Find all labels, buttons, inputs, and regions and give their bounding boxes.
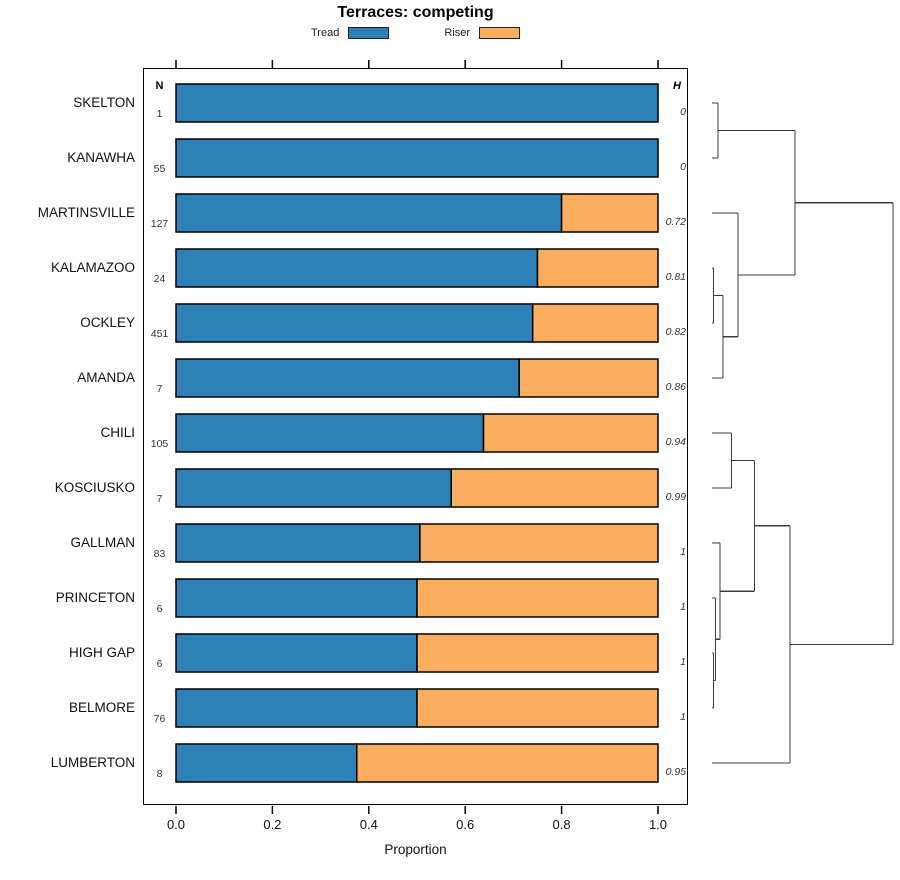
h-value: 0.95 <box>665 766 686 778</box>
bar-segment-tread <box>175 303 534 343</box>
bar-segment-tread <box>175 743 358 783</box>
row-label-belmore: BELMORE <box>68 700 135 715</box>
bar-segment-riser <box>560 193 659 233</box>
bar-segment-riser <box>416 688 659 728</box>
bar-segment-riser <box>416 633 659 673</box>
h-value: 1 <box>680 656 686 668</box>
h-column-header: H <box>673 80 681 92</box>
n-value: 83 <box>153 548 166 560</box>
bar-segment-riser <box>450 468 659 508</box>
row-label-kosciusko: KOSCIUSKO <box>54 480 135 495</box>
n-value: 6 <box>156 603 163 615</box>
bar-segment-tread <box>175 633 418 673</box>
bar-segment-tread <box>175 138 659 178</box>
h-value: 1 <box>680 601 686 613</box>
row-label-lumberton: LUMBERTON <box>50 755 135 770</box>
h-value: 0.99 <box>665 491 686 503</box>
n-value: 76 <box>153 713 166 725</box>
bar-segment-riser <box>416 578 659 618</box>
n-value: 7 <box>156 493 163 505</box>
h-value: 1 <box>680 711 686 723</box>
row-label-kalamazoo: KALAMAZOO <box>50 260 135 275</box>
row-label-princeton: PRINCETON <box>55 590 135 605</box>
bar-segment-riser <box>482 413 659 453</box>
n-value: 451 <box>150 328 169 340</box>
n-value: 105 <box>150 438 169 450</box>
chart-title: Terraces: competing <box>337 4 494 21</box>
row-label-martinsville: MARTINSVILLE <box>37 205 135 220</box>
legend-label: Tread <box>311 27 340 39</box>
h-value: 1 <box>680 546 686 558</box>
x-tick-label: 0.2 <box>263 817 282 832</box>
h-value: 0.86 <box>665 381 686 393</box>
h-value: 0.72 <box>665 216 686 228</box>
bar-segment-riser <box>356 743 659 783</box>
h-value: 0 <box>680 161 686 173</box>
h-value: 0 <box>680 106 686 118</box>
h-value: 0.82 <box>665 326 686 338</box>
bar-segment-riser <box>536 248 659 288</box>
x-tick-label: 0.4 <box>359 817 378 832</box>
n-value: 127 <box>150 218 169 230</box>
row-label-high-gap: HIGH GAP <box>68 645 135 660</box>
bar-segment-riser <box>518 358 659 398</box>
bar-segment-tread <box>175 83 659 123</box>
n-column-header: N <box>155 80 164 92</box>
bar-segment-tread <box>175 193 563 233</box>
h-value: 0.81 <box>665 271 686 283</box>
x-tick-label: 0.8 <box>552 817 571 832</box>
legend-swatch-tread <box>348 27 390 39</box>
bar-segment-tread <box>175 413 485 453</box>
bar-segment-riser <box>531 303 659 343</box>
bar-segment-tread <box>175 248 539 288</box>
n-value: 1 <box>156 108 163 120</box>
row-label-amanda: AMANDA <box>77 370 135 385</box>
n-value: 24 <box>153 273 166 285</box>
row-label-gallman: GALLMAN <box>70 535 135 550</box>
row-label-skelton: SKELTON <box>73 95 135 110</box>
row-label-kanawha: KANAWHA <box>67 150 135 165</box>
bar-segment-tread <box>175 358 520 398</box>
h-value: 0.94 <box>665 436 686 448</box>
x-tick-label: 1.0 <box>648 817 668 832</box>
legend-label: Riser <box>444 27 470 39</box>
legend: Tread Riser <box>143 25 688 41</box>
x-axis-title: Proportion <box>384 842 447 857</box>
legend-item-tread: Tread <box>311 27 390 39</box>
x-tick-label: 0.6 <box>456 817 475 832</box>
bar-segment-tread <box>175 688 418 728</box>
bar-segment-tread <box>175 468 452 508</box>
legend-swatch-riser <box>479 27 520 39</box>
legend-item-riser: Riser <box>444 27 520 39</box>
n-value: 55 <box>153 163 166 175</box>
n-value: 6 <box>156 658 163 670</box>
bar-segment-tread <box>175 523 421 563</box>
row-label-chili: CHILI <box>100 425 135 440</box>
n-value: 8 <box>156 768 163 780</box>
row-label-ockley: OCKLEY <box>80 315 135 330</box>
x-tick-label: 0.0 <box>166 817 186 832</box>
n-value: 7 <box>156 383 163 395</box>
bar-segment-riser <box>419 523 659 563</box>
bar-segment-tread <box>175 578 418 618</box>
